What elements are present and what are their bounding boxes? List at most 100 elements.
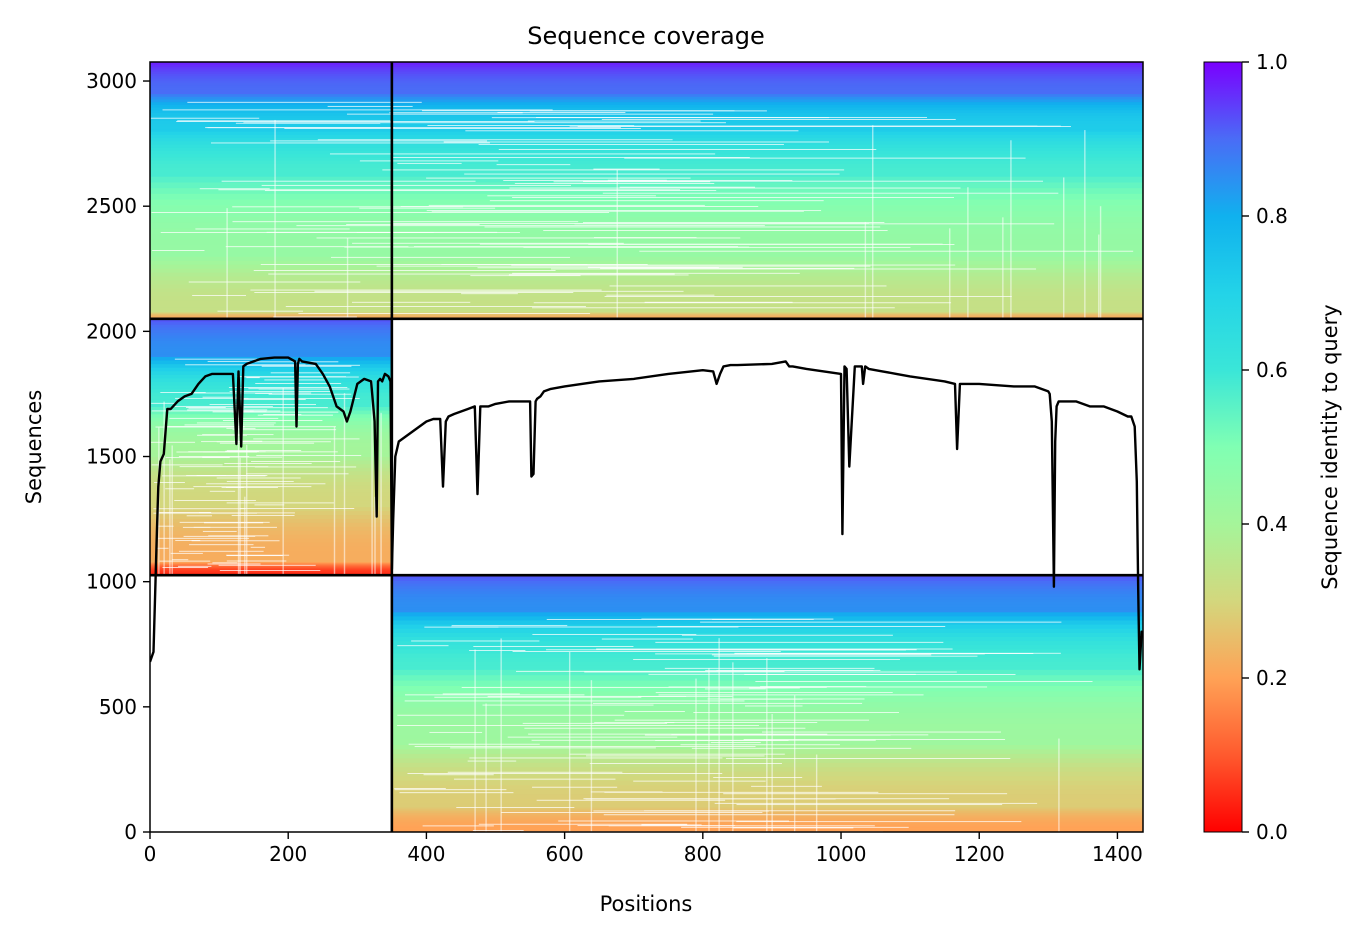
gap-line bbox=[749, 687, 800, 689]
gap-line bbox=[225, 246, 409, 248]
gap-line bbox=[254, 504, 285, 506]
gap-line bbox=[352, 242, 624, 244]
gap-line bbox=[376, 265, 871, 267]
heatmap-band bbox=[150, 567, 392, 570]
gap-line bbox=[184, 424, 275, 426]
gap-line bbox=[443, 141, 830, 143]
heatmap-band bbox=[150, 98, 1143, 103]
x-tick-label: 600 bbox=[546, 842, 584, 866]
gap-line bbox=[532, 634, 697, 635]
gap-line bbox=[751, 785, 822, 787]
gap-line bbox=[624, 157, 1026, 159]
heatmap-band bbox=[150, 93, 1143, 97]
heatmap-band bbox=[150, 318, 392, 323]
gap-line bbox=[219, 570, 321, 571]
heatmap-band bbox=[150, 399, 392, 404]
gap-line bbox=[329, 153, 716, 155]
gap-line bbox=[250, 289, 602, 291]
heatmap-band bbox=[391, 644, 1143, 650]
gap-line bbox=[222, 420, 323, 421]
gap-column bbox=[732, 662, 734, 832]
gap-line bbox=[496, 164, 571, 166]
gap-line bbox=[704, 688, 766, 690]
gap-line bbox=[207, 360, 250, 362]
gap-line bbox=[450, 747, 656, 749]
gap-line bbox=[351, 301, 471, 303]
gap-line bbox=[478, 823, 688, 825]
heatmap-band bbox=[150, 62, 1143, 65]
heatmap-band bbox=[150, 463, 392, 468]
gap-line bbox=[241, 398, 360, 399]
gap-line bbox=[644, 301, 793, 303]
heatmap-band bbox=[391, 596, 1143, 600]
gap-line bbox=[614, 719, 870, 721]
heatmap-band bbox=[391, 590, 1143, 595]
gap-line bbox=[389, 112, 523, 114]
gap-line bbox=[583, 180, 1044, 182]
gap-line bbox=[586, 755, 765, 757]
gap-line bbox=[285, 306, 586, 307]
gap-line bbox=[451, 626, 739, 628]
gap-line bbox=[602, 192, 1059, 194]
heatmap-band bbox=[150, 541, 392, 547]
heatmap-band bbox=[150, 210, 1143, 217]
colorbar-tick-label: 0.8 bbox=[1256, 204, 1288, 228]
gap-line bbox=[394, 789, 507, 791]
gap-line bbox=[169, 417, 279, 419]
heatmap-band bbox=[150, 442, 392, 447]
gap-line bbox=[226, 560, 287, 562]
gap-column bbox=[371, 380, 373, 576]
gap-line bbox=[512, 651, 781, 652]
gap-line bbox=[162, 475, 266, 477]
heatmap-band bbox=[150, 244, 1143, 252]
gap-line bbox=[221, 180, 476, 182]
heatmap-band bbox=[150, 275, 1143, 281]
gap-line bbox=[639, 250, 1134, 252]
gap-line bbox=[156, 547, 169, 549]
gap-line bbox=[723, 793, 1008, 795]
gap-line bbox=[509, 187, 961, 189]
y-tick-label: 3000 bbox=[86, 69, 137, 93]
gap-line bbox=[268, 273, 675, 275]
x-tick-label: 400 bbox=[407, 842, 445, 866]
gap-line bbox=[158, 511, 212, 513]
gap-line bbox=[454, 778, 616, 780]
gap-line bbox=[255, 393, 273, 394]
gap-line bbox=[218, 189, 681, 191]
gap-column bbox=[169, 459, 171, 576]
gap-column bbox=[163, 401, 165, 576]
heatmap-band bbox=[150, 172, 1143, 177]
gap-column bbox=[1058, 738, 1060, 832]
gap-line bbox=[162, 567, 209, 568]
gap-line bbox=[536, 799, 726, 801]
gap-line bbox=[404, 700, 745, 702]
gap-line bbox=[298, 313, 591, 314]
heatmap-band bbox=[150, 71, 1143, 74]
gap-line bbox=[261, 184, 571, 186]
gap-line bbox=[720, 698, 803, 700]
heatmap-band bbox=[150, 140, 1143, 145]
heatmap-band bbox=[150, 89, 1143, 92]
gap-line bbox=[426, 210, 822, 212]
gap-line bbox=[226, 502, 334, 504]
gap-line bbox=[273, 316, 357, 318]
gap-line bbox=[382, 169, 845, 171]
gap-line bbox=[178, 550, 264, 552]
gap-line bbox=[251, 461, 341, 462]
gap-line bbox=[461, 293, 518, 295]
heatmap-band bbox=[150, 538, 392, 543]
gap-line bbox=[585, 798, 836, 800]
gap-line bbox=[497, 112, 626, 113]
gap-line bbox=[734, 652, 1061, 654]
heatmap-band bbox=[150, 545, 392, 551]
gap-line bbox=[512, 197, 955, 198]
heatmap-band bbox=[150, 474, 392, 479]
gap-line bbox=[330, 256, 571, 258]
gap-line bbox=[155, 426, 245, 428]
gap-line bbox=[232, 411, 339, 413]
heatmap-band bbox=[150, 166, 1143, 171]
y-axis: 0 500 1000 1500 2000 2500 3000 bbox=[86, 69, 150, 844]
gap-line bbox=[226, 554, 290, 556]
heatmap-band bbox=[150, 80, 1143, 83]
gap-line bbox=[160, 232, 520, 233]
